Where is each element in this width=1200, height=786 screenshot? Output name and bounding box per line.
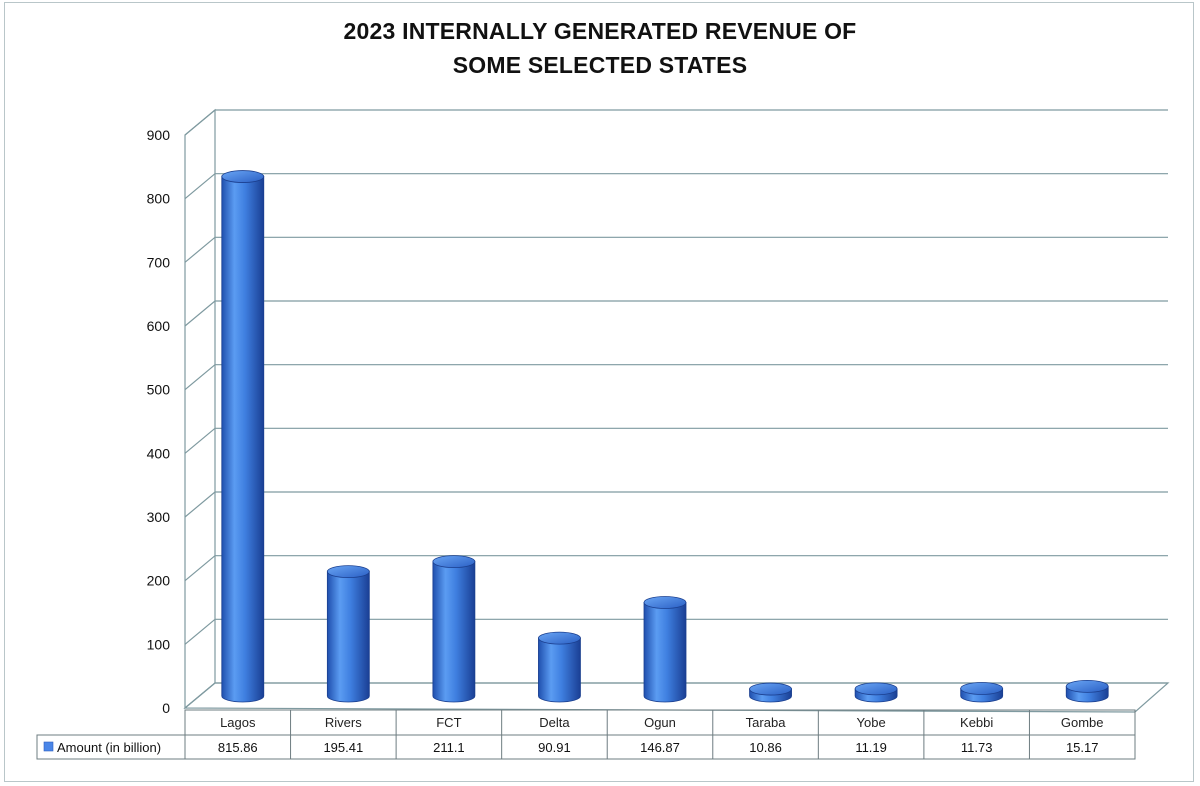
- gridline: [184, 236, 1168, 263]
- category-label: Delta: [539, 715, 570, 730]
- bar-ogun: [643, 596, 687, 703]
- bar-fct: [432, 555, 476, 703]
- data-value-label: 10.86: [749, 740, 782, 755]
- gridline: [184, 109, 1168, 136]
- gridline: [184, 300, 1168, 327]
- gridline: [184, 491, 1168, 518]
- bar-top: [749, 682, 792, 696]
- category-label: Gombe: [1061, 715, 1104, 730]
- category-label: Taraba: [746, 715, 787, 730]
- bar-top: [221, 170, 265, 183]
- data-value-label: 15.17: [1066, 740, 1099, 755]
- bar-top: [432, 555, 476, 568]
- bar-top: [960, 682, 1004, 695]
- category-label: Lagos: [220, 715, 256, 730]
- bar-top: [1065, 679, 1109, 693]
- y-tick-label: 0: [162, 700, 170, 716]
- bar-top: [538, 631, 581, 645]
- gridline: [184, 682, 1168, 709]
- bar-gombe: [1065, 679, 1109, 703]
- category-label: Yobe: [857, 715, 886, 730]
- data-value-label: 11.19: [855, 740, 887, 755]
- bar-top: [643, 596, 687, 609]
- y-tick-label: 500: [147, 382, 171, 398]
- data-value-label: 90.91: [538, 740, 571, 755]
- category-label: Rivers: [325, 715, 362, 730]
- gridline: [184, 364, 1168, 391]
- bar-body: [643, 602, 687, 703]
- gridline: [184, 427, 1168, 454]
- bar-delta: [538, 631, 581, 703]
- data-value-label: 211.1: [433, 740, 465, 755]
- side-wall: [184, 108, 216, 710]
- bar-yobe: [854, 682, 898, 703]
- y-tick-label: 300: [147, 509, 171, 525]
- y-tick-label: 700: [147, 254, 171, 270]
- bar-rivers: [326, 565, 370, 703]
- y-tick-label: 200: [147, 573, 171, 589]
- gridline: [184, 555, 1168, 582]
- y-tick-label: 400: [147, 445, 171, 461]
- bar-taraba: [749, 682, 792, 703]
- bar-top: [854, 682, 898, 696]
- legend-series-name: Amount (in billion): [57, 740, 161, 755]
- y-tick-label: 100: [147, 636, 171, 652]
- bar-body: [221, 176, 265, 703]
- bar-top: [326, 565, 370, 578]
- y-tick-label: 600: [147, 318, 171, 334]
- category-label: FCT: [436, 715, 461, 730]
- category-label: Ogun: [644, 715, 676, 730]
- data-value-label: 146.87: [640, 740, 680, 755]
- chart-title-line-1: 2023 INTERNALLY GENERATED REVENUE OF: [343, 18, 857, 44]
- y-tick-label: 800: [147, 191, 171, 207]
- data-value-label: 195.41: [323, 740, 363, 755]
- gridline: [184, 618, 1168, 645]
- category-label: Kebbi: [960, 715, 993, 730]
- legend-key: [43, 741, 54, 752]
- data-value-label: 815.86: [218, 740, 258, 755]
- bar-body: [326, 571, 370, 703]
- data-value-label: 11.73: [961, 740, 993, 755]
- bar-body: [432, 561, 476, 703]
- bar-kebbi: [960, 682, 1004, 703]
- chart-title-line-2: SOME SELECTED STATES: [452, 52, 748, 78]
- bar-body: [538, 637, 581, 703]
- y-tick-label: 900: [147, 127, 171, 143]
- bar-lagos: [221, 170, 265, 703]
- gridline: [184, 173, 1168, 200]
